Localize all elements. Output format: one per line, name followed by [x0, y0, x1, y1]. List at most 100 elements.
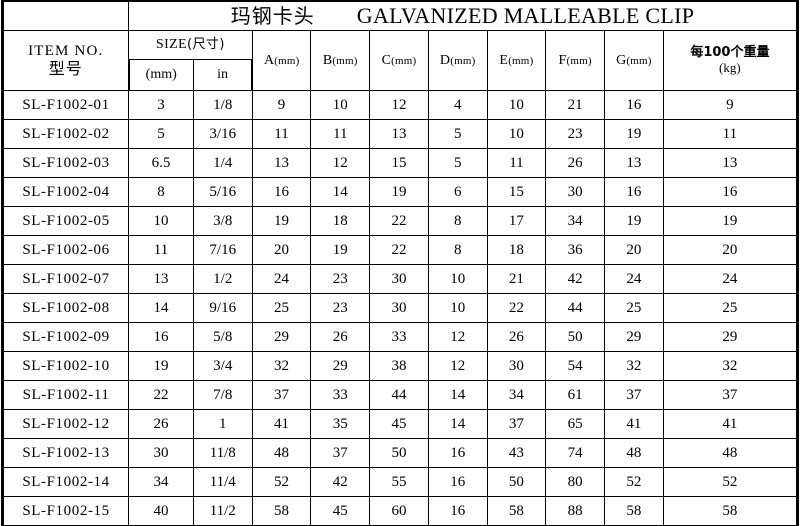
cell-item-no: SL-F1002-06 — [2, 235, 130, 265]
cell-item-no: SL-F1002-12 — [2, 409, 130, 439]
cell-in: 5/16 — [192, 177, 253, 207]
cell-in: 11/2 — [192, 496, 253, 526]
cell-f: 30 — [545, 177, 606, 207]
cell-mm: 34 — [128, 467, 194, 497]
cell-c: 19 — [369, 177, 429, 207]
cell-e: 10 — [486, 119, 547, 149]
header-dim-e-unit: (mm) — [508, 54, 534, 67]
cell-in: 3/8 — [192, 206, 253, 236]
cell-mm: 30 — [128, 438, 194, 468]
cell-in: 7/8 — [192, 380, 253, 410]
header-dim-b-unit: (mm) — [332, 54, 358, 67]
cell-d: 14 — [427, 380, 488, 410]
cell-c: 38 — [369, 351, 429, 381]
cell-g: 41 — [604, 409, 664, 439]
cell-w: 9 — [662, 90, 798, 120]
cell-in: 1/8 — [192, 90, 253, 120]
cell-a: 16 — [251, 177, 312, 207]
header-dim-e-letter: E — [499, 52, 509, 68]
header-item-no: ITEM NO. 型号 — [2, 30, 130, 91]
cell-f: 44 — [545, 293, 606, 323]
cell-c: 22 — [369, 235, 429, 265]
cell-d: 12 — [427, 322, 488, 352]
header-dim-g: G(mm) — [604, 30, 664, 91]
cell-d: 6 — [427, 177, 488, 207]
header-dim-d-letter: D — [439, 52, 451, 68]
cell-a: 9 — [251, 90, 312, 120]
header-dim-f-unit: (mm) — [566, 54, 592, 67]
cell-b: 10 — [310, 90, 371, 120]
title-chinese: 玛钢卡头 — [230, 3, 315, 28]
cell-mm: 40 — [128, 496, 194, 526]
header-dim-f: F(mm) — [545, 30, 606, 91]
cell-g: 32 — [604, 351, 664, 381]
title-english: GALVANIZED MALLEABLE CLIP — [356, 2, 695, 28]
cell-item-no: SL-F1002-02 — [2, 119, 130, 149]
header-dim-d: D(mm) — [427, 30, 488, 91]
cell-item-no: SL-F1002-14 — [2, 467, 130, 497]
cell-item-no: SL-F1002-13 — [2, 438, 130, 468]
table-row: SL-F1002-02 5 3/16 11 11 13 5 10 23 19 11 — [2, 119, 798, 149]
cell-b: 14 — [310, 177, 371, 207]
cell-w: 52 — [662, 467, 798, 497]
cell-item-no: SL-F1002-07 — [2, 264, 130, 294]
cell-d: 14 — [427, 409, 488, 439]
header-dim-b-letter: B — [322, 52, 333, 68]
title-corner-blank — [2, 1, 130, 31]
cell-d: 12 — [427, 351, 488, 381]
cell-e: 22 — [486, 293, 547, 323]
header-size-label: SIZE — [155, 37, 188, 53]
cell-f: 23 — [545, 119, 606, 149]
cell-item-no: SL-F1002-11 — [2, 380, 130, 410]
header-dim-d-unit: (mm) — [450, 54, 476, 67]
cell-a: 25 — [251, 293, 312, 323]
cell-c: 15 — [369, 148, 429, 178]
cell-b: 11 — [310, 119, 371, 149]
table-row: SL-F1002-15 40 11/2 58 45 60 16 58 88 58 58 — [2, 496, 798, 526]
cell-b: 23 — [310, 264, 371, 294]
cell-b: 23 — [310, 293, 371, 323]
cell-c: 13 — [369, 119, 429, 149]
cell-e: 30 — [486, 351, 547, 381]
cell-f: 61 — [545, 380, 606, 410]
cell-b: 42 — [310, 467, 371, 497]
cell-w: 11 — [662, 119, 798, 149]
cell-item-no: SL-F1002-05 — [2, 206, 130, 236]
cell-b: 18 — [310, 206, 371, 236]
cell-e: 26 — [486, 322, 547, 352]
cell-g: 58 — [604, 496, 664, 526]
header-item-no-en: ITEM NO. — [28, 43, 104, 60]
cell-a: 13 — [251, 148, 312, 178]
header-dim-g-letter: G — [616, 52, 627, 68]
cell-g: 25 — [604, 293, 664, 323]
cell-b: 35 — [310, 409, 371, 439]
header-weight-cn: 每100个重量 — [690, 44, 770, 60]
table-row: SL-F1002-13 30 11/8 48 37 50 16 43 74 48 48 — [2, 438, 798, 468]
cell-a: 48 — [251, 438, 312, 468]
cell-e: 15 — [486, 177, 547, 207]
table-row: SL-F1002-14 34 11/4 52 42 55 16 50 80 52 52 — [2, 467, 798, 497]
cell-d: 16 — [427, 438, 488, 468]
cell-mm: 14 — [128, 293, 194, 323]
cell-w: 37 — [662, 380, 798, 410]
header-dim-e: E(mm) — [486, 30, 547, 91]
header-dim-c: C(mm) — [369, 30, 429, 91]
table-row: SL-F1002-01 3 1/8 9 10 12 4 10 21 16 9 — [2, 90, 798, 120]
cell-f: 21 — [545, 90, 606, 120]
cell-item-no: SL-F1002-03 — [2, 148, 130, 178]
header-size-in: in — [192, 59, 254, 91]
table-body: SL-F1002-01 3 1/8 9 10 12 4 10 21 16 9 SL-F1002-02 5… — [2, 90, 798, 526]
cell-b: 29 — [310, 351, 371, 381]
table-row: SL-F1002-03 6.5 1/4 13 12 15 5 11 26 13 13 — [2, 148, 798, 178]
cell-c: 44 — [369, 380, 429, 410]
cell-d: 5 — [427, 119, 488, 149]
cell-item-no: SL-F1002-01 — [2, 90, 130, 120]
cell-w: 13 — [662, 148, 798, 178]
table-row: SL-F1002-05 10 3/8 19 18 22 8 17 34 19 19 — [2, 206, 798, 236]
cell-in: 3/16 — [192, 119, 253, 149]
cell-e: 18 — [486, 235, 547, 265]
cell-c: 22 — [369, 206, 429, 236]
table-row: SL-F1002-08 14 9/16 25 23 30 10 22 44 25 25 — [2, 293, 798, 323]
cell-f: 54 — [545, 351, 606, 381]
